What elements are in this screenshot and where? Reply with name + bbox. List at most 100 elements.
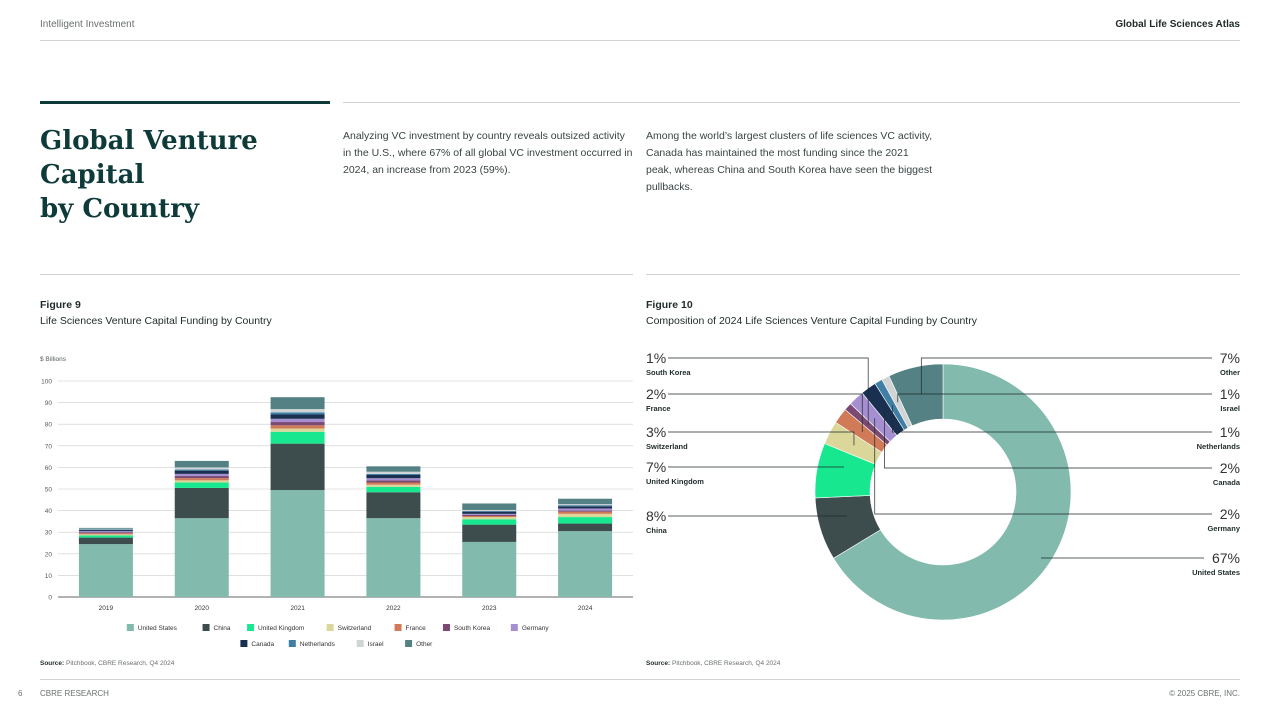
legend-swatch-china	[202, 624, 210, 631]
callout-line-germany	[874, 418, 1212, 515]
legend-swatch-netherlands	[288, 640, 296, 647]
donut-slice-united-states	[833, 363, 1072, 621]
header-divider	[40, 40, 1240, 41]
bar-2023-switzerland	[462, 517, 517, 520]
y-tick-label-20: 20	[45, 551, 53, 558]
callout-value-united-states: 67%	[1212, 550, 1240, 566]
bar-2020-united-states	[174, 518, 229, 597]
callout-name-other: Other	[1220, 368, 1240, 377]
bar-2024-france	[558, 511, 613, 514]
bar-2020-china	[174, 487, 229, 519]
bar-2019-united-kingdom	[78, 535, 133, 538]
bar-2022-canada	[366, 474, 421, 479]
intro-paragraph-1: Analyzing VC investment by country revea…	[343, 130, 633, 176]
bar-2019-switzerland	[78, 534, 133, 536]
figure10-donut-chart: 67% United States 8% China 7% United Kingdom 3…	[646, 350, 1241, 621]
figure9-source-text: Pitchbook, CBRE Research, Q4 2024	[64, 660, 175, 667]
bar-2023-france	[462, 516, 517, 518]
legend-label-canada: Canada	[251, 641, 274, 648]
legend-swatch-united-kingdom	[247, 624, 255, 631]
callout-value-france: 2%	[646, 386, 666, 402]
bar-2021-other	[270, 397, 325, 410]
x-tick-label-2023: 2023	[482, 605, 497, 612]
bar-2019-other	[78, 527, 133, 529]
legend-label-united-states: United States	[138, 625, 178, 632]
callout-value-united-kingdom: 7%	[646, 459, 666, 475]
bar-2021-south-korea	[270, 422, 325, 426]
bar-2021-united-states	[270, 490, 325, 597]
page-title-line-2: by Country	[40, 194, 199, 224]
bar-2020-netherlands	[174, 469, 229, 471]
bar-2022-germany	[366, 478, 421, 481]
legend-label-germany: Germany	[522, 625, 549, 632]
figure10-subtitle: Composition of 2024 Life Sciences Ventur…	[646, 315, 977, 327]
y-tick-label-40: 40	[45, 508, 53, 515]
bar-2023-united-states	[462, 541, 517, 597]
callout-line-canada	[884, 410, 1212, 469]
bar-2023-germany	[462, 513, 517, 515]
figure10-source-label: Source:	[646, 660, 671, 667]
bar-2024-other	[558, 498, 613, 505]
bar-2023-china	[462, 524, 517, 542]
callout-line-israel	[897, 393, 1212, 403]
callout-value-south-korea: 1%	[646, 350, 666, 366]
bar-2020-israel	[174, 467, 229, 470]
callout-name-south-korea: South Korea	[646, 368, 691, 377]
header-report-title: Global Life Sciences Atlas	[1115, 19, 1240, 30]
footer-copyright: © 2025 CBRE, INC.	[1169, 689, 1240, 698]
callout-line-switzerland	[668, 431, 855, 446]
bar-2022-netherlands	[366, 473, 421, 475]
bar-2023-other	[462, 503, 517, 510]
legend-swatch-germany	[510, 624, 518, 631]
callout-value-canada: 2%	[1220, 460, 1240, 476]
legend-swatch-united-states	[126, 624, 134, 631]
bar-2022-south-korea	[366, 480, 421, 483]
donut-slice-other	[888, 363, 944, 427]
bar-2021-germany	[270, 418, 325, 423]
y-tick-label-100: 100	[41, 379, 52, 386]
bar-2021-united-kingdom	[270, 431, 325, 444]
page-number: 6	[18, 689, 23, 698]
page-title-line-1: Global Venture Capital	[40, 126, 258, 190]
callout-name-france: France	[646, 404, 671, 413]
footer-brand: CBRE RESEARCH	[40, 689, 109, 698]
figure10-source: Source: Pitchbook, CBRE Research, Q4 202…	[646, 660, 780, 667]
legend-label-switzerland: Switzerland	[338, 625, 372, 632]
legend-swatch-south-korea	[442, 624, 450, 631]
bar-2024-netherlands	[558, 505, 613, 507]
legend-label-united-kingdom: United Kingdom	[258, 625, 304, 632]
figure9-subtitle: Life Sciences Venture Capital Funding by…	[40, 315, 272, 327]
bar-2023-canada	[462, 511, 517, 514]
legend-label-netherlands: Netherlands	[300, 641, 336, 648]
callout-name-united-states: United States	[1192, 568, 1240, 577]
bar-2022-china	[366, 492, 421, 519]
bar-2020-france	[174, 478, 229, 481]
y-tick-label-30: 30	[45, 530, 53, 537]
y-tick-label-10: 10	[45, 573, 53, 580]
bar-2019-israel	[78, 528, 133, 530]
callout-value-switzerland: 3%	[646, 424, 666, 440]
callout-value-netherlands: 1%	[1220, 424, 1240, 440]
footer-divider	[40, 679, 1240, 680]
x-tick-label-2024: 2024	[578, 605, 593, 612]
bar-2023-united-kingdom	[462, 519, 517, 525]
page-title: Global Venture Capital by Country	[40, 124, 330, 226]
x-tick-label-2022: 2022	[386, 605, 401, 612]
legend-label-south-korea: South Korea	[454, 625, 491, 632]
callout-name-germany: Germany	[1207, 524, 1240, 533]
bar-2020-germany	[174, 473, 229, 477]
bar-2020-switzerland	[174, 480, 229, 483]
bar-2022-israel	[366, 471, 421, 474]
legend-swatch-canada	[240, 640, 248, 647]
bar-2022-united-states	[366, 518, 421, 597]
figure10-label: Figure 10	[646, 299, 693, 311]
bar-2024-china	[558, 523, 613, 532]
bar-2024-israel	[558, 504, 613, 506]
bar-2022-france	[366, 482, 421, 485]
callout-value-israel: 1%	[1220, 386, 1240, 402]
callout-value-china: 8%	[646, 508, 666, 524]
bar-2024-canada	[558, 506, 613, 509]
figure9-source: Source: Pitchbook, CBRE Research, Q4 202…	[40, 660, 174, 667]
bar-2022-switzerland	[366, 484, 421, 487]
bar-2019-germany	[78, 531, 133, 533]
